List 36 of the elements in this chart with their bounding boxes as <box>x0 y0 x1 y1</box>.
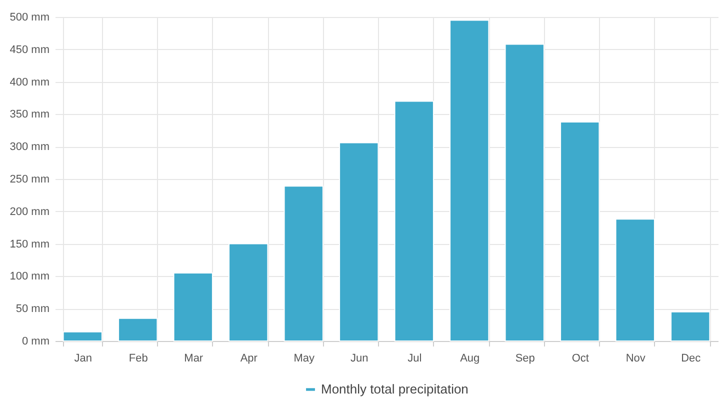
y-tick-label: 450 mm <box>10 44 50 56</box>
bar <box>284 186 324 342</box>
x-tick-label: Jan <box>74 352 92 364</box>
x-tick-label: May <box>294 352 316 364</box>
bar <box>228 243 268 342</box>
x-tick-label: Jul <box>408 352 422 364</box>
bar <box>670 311 710 342</box>
x-tick-label: Nov <box>626 352 646 364</box>
y-tick-label: 150 mm <box>10 238 50 250</box>
bar <box>394 100 434 342</box>
x-tick-label: Jun <box>350 352 368 364</box>
bar <box>504 44 544 342</box>
bar <box>560 121 600 342</box>
y-tick-label: 200 mm <box>10 206 50 218</box>
x-tick-label: Mar <box>184 352 204 364</box>
y-tick-label: 300 mm <box>10 141 50 154</box>
bar <box>118 318 158 342</box>
x-tick-label: Dec <box>681 352 702 364</box>
y-tick-label: 250 mm <box>10 174 50 186</box>
y-tick-label: 500 mm <box>10 12 50 24</box>
x-tick-label: Sep <box>515 352 535 364</box>
y-tick-label: 0 mm <box>22 336 50 348</box>
y-tick-label: 100 mm <box>10 270 50 283</box>
x-tick-label: Aug <box>460 352 480 364</box>
bar <box>62 331 102 342</box>
x-tick-label: Oct <box>572 352 589 364</box>
y-tick-label: 50 mm <box>16 303 50 316</box>
bar <box>173 272 213 342</box>
y-tick-label: 400 mm <box>10 76 50 88</box>
bar <box>615 218 655 342</box>
y-tick-label: 350 mm <box>10 108 50 121</box>
bar <box>450 20 490 342</box>
bar <box>339 142 379 342</box>
x-tick-label: Apr <box>240 352 258 364</box>
x-tick-label: Feb <box>128 352 148 364</box>
legend-label: Monthly total precipitation <box>321 382 468 396</box>
